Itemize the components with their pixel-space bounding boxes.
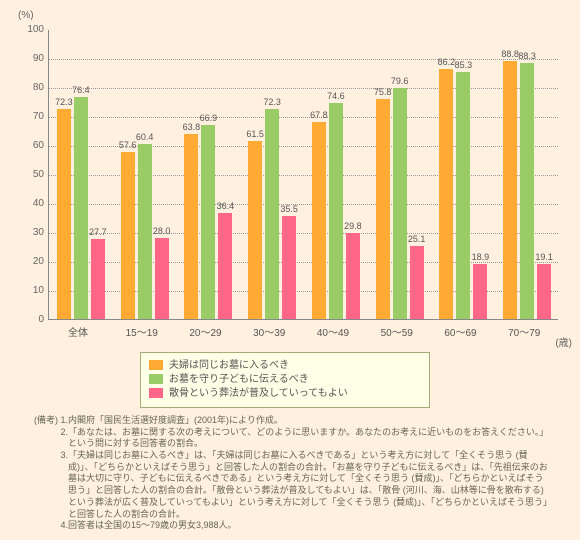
y-tick-label: 90 [18,53,44,64]
bar-value: 88.3 [515,51,539,61]
bar [74,97,88,319]
note-number: (備考) 1. [20,415,68,427]
bar [218,213,232,319]
note-text: 回答者は全国の15～79歳の男女3,988人。 [68,520,548,532]
bar-value: 74.6 [324,91,348,101]
bar-value: 76.4 [69,85,93,95]
bar [265,109,279,319]
legend-item: 散骨という葬法が普及していってもよい [149,387,421,401]
bar [537,264,551,319]
chart-frame: (%) 72.376.427.757.660.428.063.866.936.4… [0,0,580,540]
bar [520,63,534,319]
bar-value: 72.3 [260,97,284,107]
category-label: 50～59 [367,324,427,339]
legend-swatch [149,388,163,398]
y-tick-label: 30 [18,227,44,238]
category-label: 全体 [48,324,108,339]
bar-value: 63.8 [179,122,203,132]
legend-item: お墓を守り子どもに伝えるべき [149,373,421,387]
bar-value: 85.3 [451,60,475,70]
bar-value: 25.1 [405,234,429,244]
note-number: 4. [20,520,68,532]
legend: 夫婦は同じお墓に入るべきお墓を守り子どもに伝えるべき散骨という葬法が普及していっ… [140,352,430,408]
legend-label: 夫婦は同じお墓に入るべき [169,360,289,371]
bar [346,233,360,319]
note-number: 2. [20,427,68,439]
note-text: 「夫婦は同じお墓に入るべき」は、「夫婦は同じお墓に入るべきである」という考え方に… [68,450,548,520]
y-tick-label: 70 [18,111,44,122]
y-unit: (%) [18,10,34,21]
bar-value: 79.6 [388,76,412,86]
bar [376,99,390,319]
bar [329,103,343,319]
category-label: 40～49 [303,324,363,339]
bar [201,125,215,319]
bar-value: 36.4 [213,201,237,211]
legend-label: 散骨という葬法が普及していってもよい [169,388,348,399]
bar-value: 35.5 [277,204,301,214]
note-text: 「あなたは、お墓に関する次の考えについて、どのように思いますか。あなたのお考えに… [68,427,548,450]
y-tick-label: 10 [18,285,44,296]
bar [121,152,135,319]
bar [473,264,487,319]
legend-label: お墓を守り子どもに伝えるべき [169,374,309,385]
category-label: 20～29 [176,324,236,339]
bar-value: 67.8 [307,110,331,120]
bar [456,72,470,319]
bar-value: 75.8 [371,87,395,97]
category-label: 30～39 [239,324,299,339]
y-tick-label: 60 [18,140,44,151]
bar-value: 66.9 [196,113,220,123]
bar [393,88,407,319]
footnotes: (備考) 1.内閣府「国民生活選好度調査」(2001年)により作成。2.「あなた… [20,415,568,532]
category-label: 15～19 [112,324,172,339]
note-text: 内閣府「国民生活選好度調査」(2001年)により作成。 [68,415,548,427]
category-label: 60～69 [431,324,491,339]
bar-value: 28.0 [150,226,174,236]
bar-value: 61.5 [243,129,267,139]
bar [410,246,424,319]
bar [439,69,453,319]
bar [184,134,198,319]
bar-value: 19.1 [532,252,556,262]
bar [57,109,71,319]
bar [312,122,326,319]
chart-plot: 72.376.427.757.660.428.063.866.936.461.5… [48,30,558,320]
y-tick-label: 20 [18,256,44,267]
bar [503,61,517,319]
bar-value: 18.9 [468,252,492,262]
legend-item: 夫婦は同じお墓に入るべき [149,359,421,373]
bar-value: 60.4 [133,132,157,142]
y-tick-label: 0 [18,314,44,325]
bar [155,238,169,319]
bar-value: 72.3 [52,97,76,107]
y-tick-label: 80 [18,82,44,93]
category-label: 70～79 [494,324,554,339]
y-tick-label: 40 [18,198,44,209]
bar [91,239,105,319]
y-tick-label: 50 [18,169,44,180]
bar-value: 29.8 [341,221,365,231]
legend-swatch [149,360,163,370]
x-unit: (歳) [555,334,572,349]
bar-value: 27.7 [86,227,110,237]
bar [282,216,296,319]
y-tick-label: 100 [18,24,44,35]
bar [248,141,262,319]
note-number: 3. [20,450,68,462]
legend-swatch [149,374,163,384]
